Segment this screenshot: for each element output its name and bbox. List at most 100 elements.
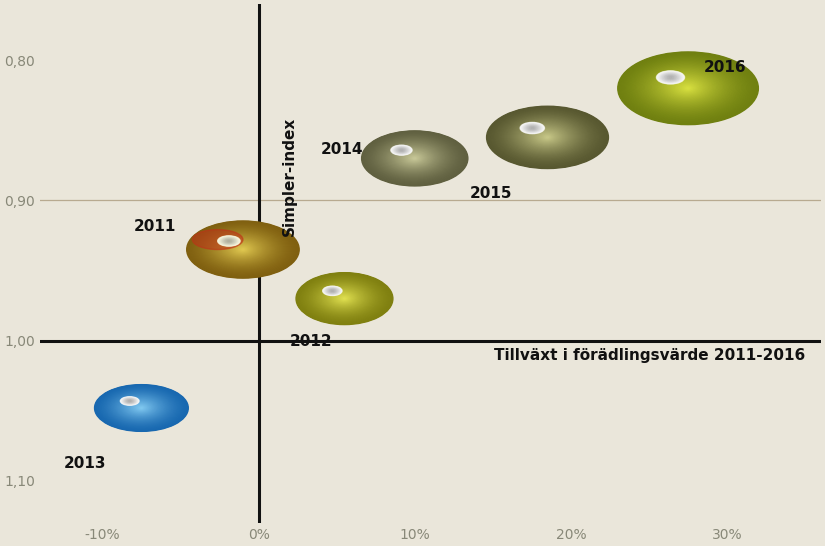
Ellipse shape bbox=[306, 278, 382, 318]
Ellipse shape bbox=[686, 87, 689, 89]
Ellipse shape bbox=[239, 247, 247, 251]
Text: 2012: 2012 bbox=[290, 334, 332, 349]
Ellipse shape bbox=[218, 237, 265, 260]
Ellipse shape bbox=[633, 60, 741, 115]
Ellipse shape bbox=[326, 288, 338, 294]
Ellipse shape bbox=[338, 295, 350, 301]
Ellipse shape bbox=[667, 76, 673, 79]
Ellipse shape bbox=[516, 121, 575, 151]
Ellipse shape bbox=[668, 78, 705, 97]
Ellipse shape bbox=[666, 76, 708, 98]
Ellipse shape bbox=[225, 239, 233, 243]
Ellipse shape bbox=[312, 281, 375, 314]
Ellipse shape bbox=[136, 405, 146, 410]
Ellipse shape bbox=[650, 68, 723, 106]
Ellipse shape bbox=[391, 145, 412, 155]
Ellipse shape bbox=[331, 290, 334, 292]
Ellipse shape bbox=[395, 147, 408, 153]
Ellipse shape bbox=[661, 74, 712, 100]
Ellipse shape bbox=[126, 399, 134, 402]
Text: 2016: 2016 bbox=[704, 60, 747, 75]
Ellipse shape bbox=[299, 274, 390, 323]
Ellipse shape bbox=[227, 241, 257, 257]
Ellipse shape bbox=[209, 232, 275, 265]
Ellipse shape bbox=[543, 135, 551, 139]
Ellipse shape bbox=[222, 239, 262, 259]
Ellipse shape bbox=[233, 244, 252, 254]
Ellipse shape bbox=[198, 227, 286, 271]
Ellipse shape bbox=[676, 82, 698, 93]
Ellipse shape bbox=[139, 407, 144, 409]
Ellipse shape bbox=[104, 389, 177, 426]
Ellipse shape bbox=[391, 145, 412, 155]
Ellipse shape bbox=[389, 145, 438, 170]
Ellipse shape bbox=[659, 72, 681, 82]
Ellipse shape bbox=[305, 277, 383, 319]
Ellipse shape bbox=[507, 117, 585, 156]
Ellipse shape bbox=[407, 155, 422, 162]
Ellipse shape bbox=[365, 133, 464, 184]
Ellipse shape bbox=[224, 240, 260, 258]
Ellipse shape bbox=[393, 146, 410, 154]
Text: 2015: 2015 bbox=[469, 186, 512, 201]
Ellipse shape bbox=[328, 289, 360, 306]
Ellipse shape bbox=[236, 246, 249, 252]
Ellipse shape bbox=[396, 147, 408, 153]
Ellipse shape bbox=[221, 238, 262, 259]
Ellipse shape bbox=[375, 138, 452, 177]
Ellipse shape bbox=[331, 291, 356, 305]
Ellipse shape bbox=[227, 240, 231, 242]
Ellipse shape bbox=[412, 157, 417, 159]
Ellipse shape bbox=[323, 287, 341, 295]
Ellipse shape bbox=[101, 388, 181, 428]
Ellipse shape bbox=[642, 64, 731, 110]
Ellipse shape bbox=[408, 155, 421, 161]
Ellipse shape bbox=[316, 283, 370, 312]
Ellipse shape bbox=[663, 74, 677, 81]
Ellipse shape bbox=[659, 73, 714, 101]
Ellipse shape bbox=[227, 240, 230, 242]
Ellipse shape bbox=[398, 150, 430, 166]
Ellipse shape bbox=[386, 144, 441, 172]
Ellipse shape bbox=[308, 279, 379, 317]
Ellipse shape bbox=[361, 131, 468, 186]
Ellipse shape bbox=[404, 153, 424, 163]
Ellipse shape bbox=[224, 239, 233, 243]
Ellipse shape bbox=[521, 123, 544, 133]
Ellipse shape bbox=[683, 86, 692, 91]
Ellipse shape bbox=[189, 222, 296, 276]
Ellipse shape bbox=[526, 125, 539, 131]
Ellipse shape bbox=[304, 277, 384, 320]
Ellipse shape bbox=[343, 298, 345, 299]
Ellipse shape bbox=[229, 242, 255, 256]
Ellipse shape bbox=[186, 221, 299, 278]
Ellipse shape bbox=[331, 290, 334, 292]
Ellipse shape bbox=[499, 112, 594, 161]
Text: 2014: 2014 bbox=[321, 141, 364, 157]
Ellipse shape bbox=[508, 117, 583, 156]
Ellipse shape bbox=[111, 393, 170, 422]
Ellipse shape bbox=[207, 231, 276, 266]
Ellipse shape bbox=[213, 234, 271, 263]
Ellipse shape bbox=[541, 134, 553, 140]
Ellipse shape bbox=[327, 288, 337, 293]
Ellipse shape bbox=[497, 112, 596, 162]
Ellipse shape bbox=[314, 282, 373, 314]
Ellipse shape bbox=[524, 125, 568, 148]
Ellipse shape bbox=[116, 395, 165, 420]
Ellipse shape bbox=[527, 127, 565, 146]
Ellipse shape bbox=[375, 138, 453, 178]
Ellipse shape bbox=[396, 149, 431, 167]
Ellipse shape bbox=[329, 289, 335, 292]
Ellipse shape bbox=[400, 150, 403, 151]
Ellipse shape bbox=[403, 152, 426, 164]
Ellipse shape bbox=[512, 119, 581, 154]
Ellipse shape bbox=[123, 399, 158, 416]
Ellipse shape bbox=[216, 236, 266, 262]
Ellipse shape bbox=[114, 394, 167, 420]
Ellipse shape bbox=[333, 293, 354, 304]
Ellipse shape bbox=[667, 76, 674, 79]
Ellipse shape bbox=[307, 278, 380, 317]
Ellipse shape bbox=[545, 136, 549, 138]
Ellipse shape bbox=[314, 282, 372, 313]
